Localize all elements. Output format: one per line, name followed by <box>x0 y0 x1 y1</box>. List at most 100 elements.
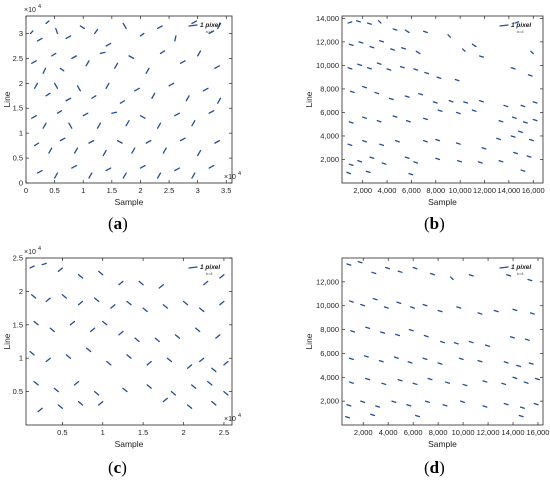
data-segment <box>94 28 99 35</box>
x-tick-label: 14,000 <box>497 186 520 195</box>
data-segment <box>424 71 430 75</box>
data-segment <box>392 28 398 31</box>
data-segment <box>217 97 222 104</box>
x-tick-label: 1.5 <box>138 428 148 437</box>
data-segment <box>85 347 92 353</box>
data-segment <box>371 271 377 275</box>
data-segment <box>105 42 112 47</box>
legend-subtitle: k=4 <box>206 29 213 34</box>
data-segment <box>217 22 222 30</box>
data-segment <box>439 340 446 344</box>
x-tick-label: 10,000 <box>452 428 475 437</box>
data-segment <box>139 32 145 37</box>
data-segment <box>493 309 499 313</box>
x-exponent-power: 4 <box>238 171 241 177</box>
data-segment <box>415 50 421 55</box>
data-segment <box>174 334 181 339</box>
y-exponent-power: 4 <box>38 4 41 10</box>
data-segment <box>190 384 197 389</box>
data-segment <box>128 55 135 60</box>
y-tick-label: 10,000 <box>316 301 339 310</box>
data-segment <box>408 172 414 176</box>
data-segment <box>357 160 363 163</box>
data-segment <box>61 294 68 299</box>
data-segment <box>370 413 376 417</box>
data-segment <box>360 400 366 403</box>
data-segment <box>134 87 140 92</box>
data-segment <box>422 30 428 34</box>
data-segment <box>392 115 398 118</box>
data-segment <box>527 278 533 282</box>
caption-d: (d) <box>424 458 445 477</box>
plot-frame <box>25 257 233 426</box>
data-segment <box>53 172 59 179</box>
data-segment <box>102 149 107 157</box>
x-tick-label: 0.5 <box>49 186 59 195</box>
data-segment <box>405 120 411 123</box>
data-segment <box>534 377 540 381</box>
data-segment <box>477 359 483 363</box>
y-tick-label: 2,000 <box>320 397 339 406</box>
data-segment <box>215 334 221 339</box>
data-segment <box>458 357 464 361</box>
data-segment <box>357 63 363 67</box>
y-tick-label: 1 <box>19 129 23 138</box>
data-segment <box>85 60 90 67</box>
data-segment <box>59 67 65 72</box>
legend-subtitle: k=4 <box>517 29 524 34</box>
data-segment <box>455 142 461 145</box>
y-tick-label: 4,000 <box>320 373 339 382</box>
data-segment <box>369 45 375 49</box>
data-segment <box>437 109 443 112</box>
y-axis-label: Line <box>2 91 12 107</box>
y-tick-label: 10,000 <box>316 61 339 70</box>
data-segment <box>527 74 533 77</box>
y-tick-label: 14,000 <box>316 14 339 23</box>
data-segment <box>397 270 403 273</box>
data-segment <box>99 51 106 55</box>
data-segment <box>461 48 466 52</box>
data-segment <box>529 312 535 315</box>
data-segment <box>88 139 95 144</box>
data-segment <box>366 67 372 70</box>
data-segment <box>51 52 57 57</box>
data-segment <box>514 21 520 24</box>
data-segment <box>179 60 186 65</box>
data-segment <box>383 306 389 309</box>
y-tick-label: 1.5 <box>13 104 23 113</box>
data-segment <box>463 101 469 104</box>
data-segment <box>436 76 442 79</box>
data-segment <box>401 47 406 50</box>
x-tick-label: 2 <box>181 428 185 437</box>
legend-title: 1 pixel <box>200 22 220 29</box>
data-segment <box>468 340 474 344</box>
x-tick-label: 12,000 <box>477 428 500 437</box>
data-segment <box>346 171 352 175</box>
data-segment <box>102 320 108 326</box>
data-segment <box>106 360 112 366</box>
data-segment <box>57 267 64 273</box>
data-segment <box>36 37 43 42</box>
data-segment <box>119 100 126 104</box>
data-segment <box>457 160 463 163</box>
data-segment <box>156 122 162 129</box>
legend-marker <box>188 24 198 27</box>
data-segment <box>459 400 465 403</box>
data-segment <box>199 307 205 313</box>
data-segment <box>207 380 213 386</box>
x-tick-label: 8,000 <box>429 428 448 437</box>
data-segment <box>362 116 368 119</box>
data-segment <box>223 390 229 396</box>
y-tick-label: 0 <box>19 179 23 188</box>
data-segment <box>437 309 443 313</box>
data-segment <box>422 303 428 307</box>
data-segment <box>365 377 371 381</box>
data-segment <box>512 308 518 312</box>
data-segment <box>481 147 487 150</box>
y-axis-label: Line <box>304 91 314 107</box>
y-axis-label: Line <box>2 333 12 349</box>
data-segment <box>418 92 424 96</box>
data-segment <box>415 414 421 418</box>
x-tick-label: 2,000 <box>354 428 373 437</box>
